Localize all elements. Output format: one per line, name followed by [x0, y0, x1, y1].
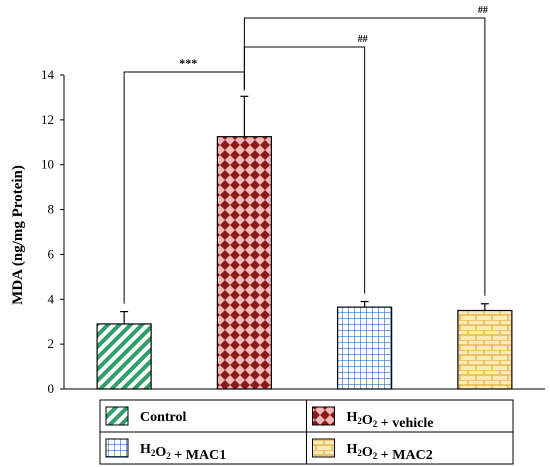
- significance-bracket: [243, 17, 486, 296]
- bars-group: [96, 95, 513, 390]
- y-tick-label: 6: [48, 246, 55, 261]
- y-tick-label: 10: [41, 157, 54, 172]
- bar-3: [337, 306, 393, 390]
- significance-label: ##: [478, 5, 488, 16]
- legend-label-1: Control: [140, 410, 187, 425]
- bar-1: [96, 323, 152, 390]
- legend-label-4: H2O2 + MAC2: [347, 442, 433, 463]
- y-axis-title: MDA (ng/mg Protein): [10, 165, 26, 305]
- legend-swatch-1: [105, 406, 129, 426]
- y-tick-label: 0: [48, 381, 55, 396]
- legend: Control H2O2 + vehicle H2O2 + MAC1 H2O2 + M…: [99, 399, 514, 465]
- bar-4: [457, 309, 513, 390]
- legend-swatch-4: [312, 438, 335, 458]
- y-tick-label: 4: [48, 291, 55, 306]
- y-tick-label: 8: [48, 202, 55, 217]
- legend-label-3: H2O2 + MAC1: [140, 442, 226, 463]
- y-tick-label: 2: [48, 336, 55, 351]
- legend-label-2: H2O2 + vehicle: [347, 410, 434, 431]
- significance-label: ##: [358, 34, 368, 45]
- legend-swatch-3: [105, 438, 129, 458]
- y-tick-label: 14: [41, 67, 55, 82]
- significance-brackets: *** ## ##: [123, 5, 488, 304]
- bar-2: [216, 136, 272, 390]
- significance-label: ***: [179, 56, 197, 70]
- legend-swatch-2: [312, 406, 335, 426]
- y-tick-label: 12: [41, 112, 54, 127]
